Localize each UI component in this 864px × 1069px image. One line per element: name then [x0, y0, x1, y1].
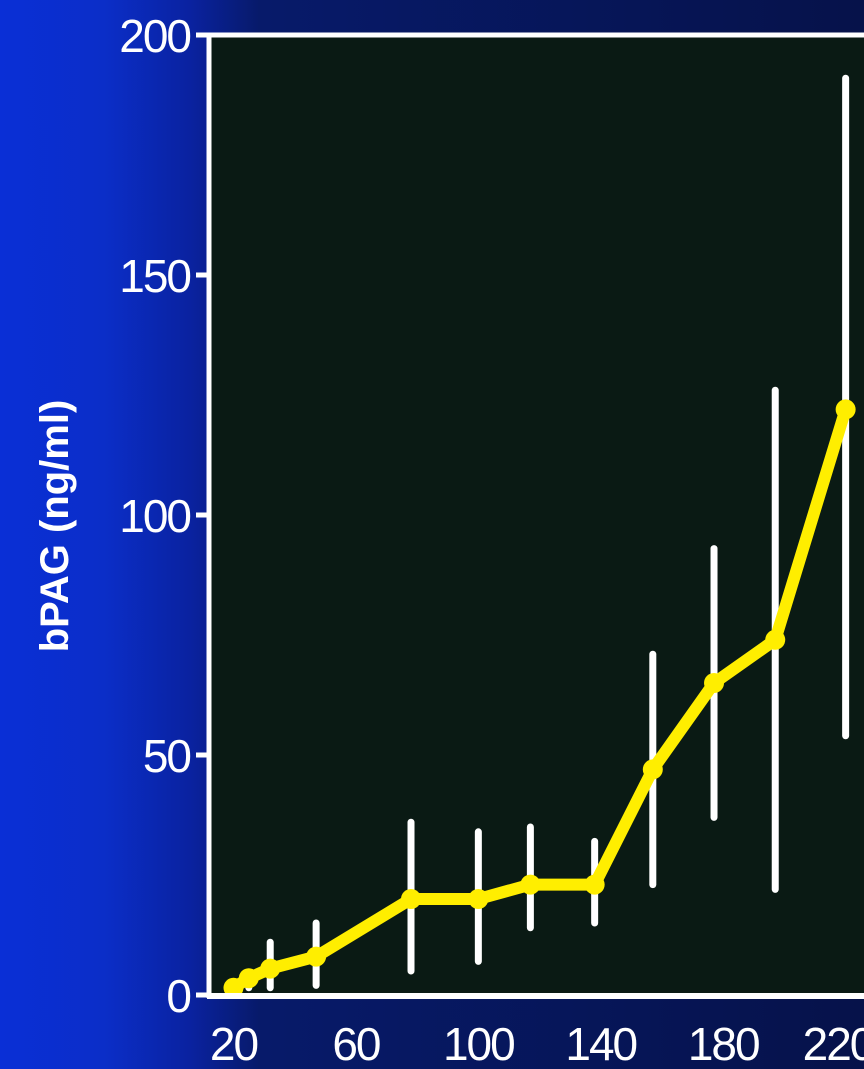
data-point: [584, 874, 605, 895]
y-tick-label: 150: [119, 250, 190, 302]
data-point: [520, 874, 541, 895]
x-tick-label: 60: [332, 1018, 380, 1069]
data-point: [642, 759, 663, 780]
data-point: [468, 889, 489, 909]
data-point: [306, 946, 327, 967]
x-tick-label: 100: [443, 1018, 514, 1069]
plot-area: [209, 35, 864, 997]
data-point: [238, 968, 259, 989]
data-point: [223, 977, 244, 998]
x-tick-label: 140: [565, 1018, 636, 1069]
x-axis-ticks: 20 60 100 140 180 220: [210, 1018, 864, 1069]
x-tick-label: 20: [210, 1018, 258, 1069]
y-tick-label: 50: [143, 730, 191, 782]
data-point: [401, 889, 422, 909]
y-tick-label: 200: [119, 10, 190, 62]
x-tick-label: 180: [688, 1018, 759, 1069]
y-axis-ticks: 0 50 100 150 200: [119, 10, 209, 1022]
data-points: [223, 399, 856, 998]
data-point: [704, 673, 725, 693]
data-point: [835, 399, 856, 420]
y-tick-label: 0: [166, 970, 190, 1022]
y-tick-label: 100: [119, 490, 190, 542]
y-axis-title: bPAG (ng/ml): [33, 400, 77, 653]
data-point: [260, 958, 281, 979]
x-tick-label: 220: [803, 1018, 864, 1069]
data-point: [765, 629, 786, 650]
